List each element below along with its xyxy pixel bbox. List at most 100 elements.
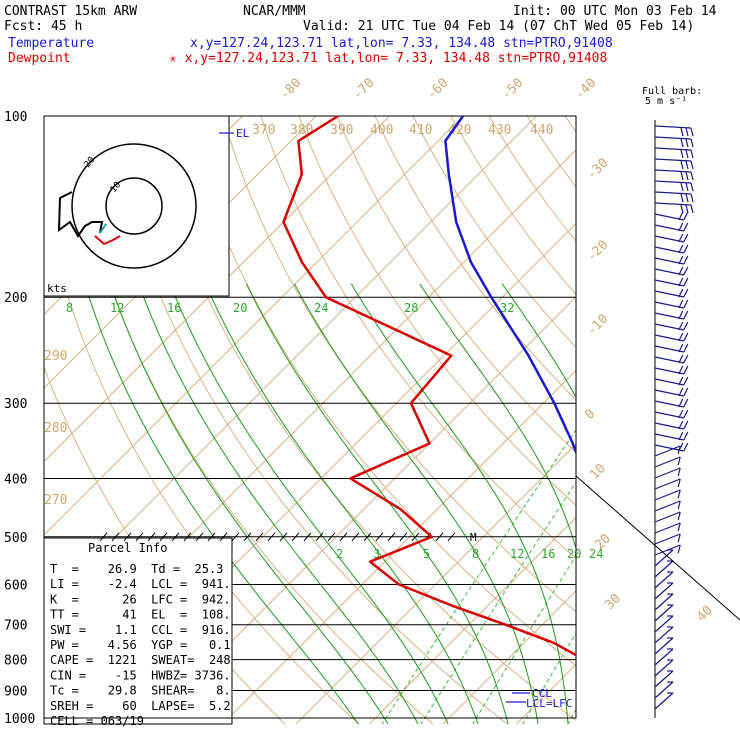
wind-barb <box>654 659 674 677</box>
hodograph-ring-inner <box>105 177 163 235</box>
hodograph-ring-outer <box>71 143 197 269</box>
wind-barb <box>654 136 694 148</box>
wind-barb <box>654 365 689 375</box>
hodograph-trace-black <box>57 191 104 238</box>
mixing-ratio-label: 28 <box>404 301 418 315</box>
wind-barb <box>654 615 674 633</box>
isotherm-label: 40 <box>694 603 716 625</box>
mixing-ratio-label: 20 <box>233 301 247 315</box>
legend-dewpoint: Dewpoint <box>8 51 71 66</box>
isotherm-label: 30 <box>602 591 624 613</box>
wind-barb <box>654 637 674 655</box>
wind-barb <box>654 398 689 408</box>
pressure-tick-label: 900 <box>4 684 27 699</box>
wind-barb <box>654 310 689 320</box>
parcel-info-row: SREH = 60 LAPSE= 5.2 <box>50 699 231 713</box>
wind-barbs <box>575 120 740 718</box>
pressure-tick-label: 400 <box>4 472 27 487</box>
wind-barb <box>654 332 689 342</box>
product-title: CONTRAST 15km ARW <box>4 4 137 19</box>
parcel-info-row: K = 26 LFC = 942. <box>50 592 231 606</box>
pressure-tick-label: 700 <box>4 619 27 634</box>
mixing-ratio-label: 12 <box>510 547 524 561</box>
parcel-info-row: SWI = 1.1 CCL = 916. <box>50 623 231 637</box>
wind-barb <box>654 522 681 534</box>
legend-temperature: Temperature <box>8 36 94 51</box>
wind-barb <box>654 288 689 298</box>
series-temperature-line <box>444 116 576 456</box>
wind-barb <box>654 604 674 622</box>
wind-barb <box>654 478 681 490</box>
wind-barb <box>654 626 674 644</box>
parcel-annotations: EL M CCL LCL=LFC <box>219 127 572 710</box>
pressure-tick-label: 1000 <box>4 712 35 727</box>
wind-barb <box>654 266 689 276</box>
pressure-tick-label: 300 <box>4 397 27 412</box>
wind-barb <box>654 571 674 589</box>
theta-label: 410 <box>409 123 432 138</box>
el-label: EL <box>236 127 250 140</box>
mixing-ratio-label: 8 <box>66 301 73 315</box>
sounding-profiles: ✭ <box>282 116 648 719</box>
mixing-ratio-label: 16 <box>541 547 555 561</box>
mixing-ratio-label: 16 <box>167 301 181 315</box>
parcel-info-row: Tc = 29.8 SHEAR= 8. <box>50 684 231 698</box>
wind-barb <box>654 255 689 265</box>
parcel-info-row: CIN = -15 HWBZ= 3736. <box>50 668 231 682</box>
center-name: NCAR/MMM <box>243 4 306 19</box>
wind-barb <box>654 549 674 567</box>
wind-barb <box>654 420 689 430</box>
lower-boundary <box>575 475 740 621</box>
pressure-axis: 100 200 300 400 500 600 700 800 900 1000 <box>4 110 577 727</box>
wind-barb <box>654 511 681 523</box>
theta-label: 430 <box>488 123 511 138</box>
wind-barb <box>654 147 694 159</box>
moist-adiabats <box>84 283 576 724</box>
init-time: Init: 00 UTC Mon 03 Feb 14 <box>513 4 717 19</box>
mixing-ratio-label: 8 <box>472 547 479 561</box>
wind-barb <box>654 431 689 441</box>
parcel-info-row: T = 26.9 Td = 25.3 <box>50 562 223 576</box>
wind-barb <box>654 299 689 309</box>
wind-barb <box>654 489 681 501</box>
pressure-tick-label: 500 <box>4 531 27 546</box>
wind-barb <box>654 500 681 512</box>
isotherm-label: -30 <box>584 156 611 183</box>
isotherm-label: -40 <box>572 76 599 103</box>
parcel-info-title: Parcel Info <box>88 541 167 555</box>
wind-barb <box>654 158 694 170</box>
wind-barb <box>654 648 674 666</box>
theta-label: 400 <box>370 123 393 138</box>
theta-label: 270 <box>44 493 67 508</box>
surface-marker: ✭ <box>642 709 648 719</box>
m-label: M <box>470 531 477 544</box>
wind-barb <box>654 244 689 254</box>
theta-label: 290 <box>44 349 67 364</box>
theta-label: 280 <box>44 421 67 436</box>
wind-barb <box>654 593 674 611</box>
wind-barb <box>654 211 689 221</box>
theta-label: 440 <box>530 123 553 138</box>
parcel-info-row: LI = -2.4 LCL = 941. <box>50 577 231 591</box>
wind-barb <box>654 354 689 364</box>
parcel-info-panel: Parcel Info T = 26.9 Td = 25.3LI = -2.4 … <box>43 537 233 728</box>
wind-barb <box>654 692 674 710</box>
parcel-info-row: TT = 41 EL = 108. <box>50 608 231 622</box>
barb-key-line2: 5 m s⁻¹ <box>645 96 687 107</box>
wind-barb <box>654 202 694 214</box>
wind-barb <box>654 582 674 600</box>
wind-barb <box>654 277 689 287</box>
pressure-tick-label: 800 <box>4 654 27 669</box>
mixing-ratio-label: 12 <box>110 301 124 315</box>
wind-barb <box>654 533 681 545</box>
pressure-tick-label: 600 <box>4 578 27 593</box>
wind-barb <box>654 222 689 232</box>
wind-barb <box>654 343 689 353</box>
isotherm-label: 10 <box>587 461 609 483</box>
wind-barb <box>654 445 681 457</box>
wind-barb <box>654 467 681 479</box>
isotherm-label: -20 <box>584 238 611 265</box>
theta-label: 370 <box>252 123 275 138</box>
barb-key-line1: Full barb: <box>642 86 702 97</box>
